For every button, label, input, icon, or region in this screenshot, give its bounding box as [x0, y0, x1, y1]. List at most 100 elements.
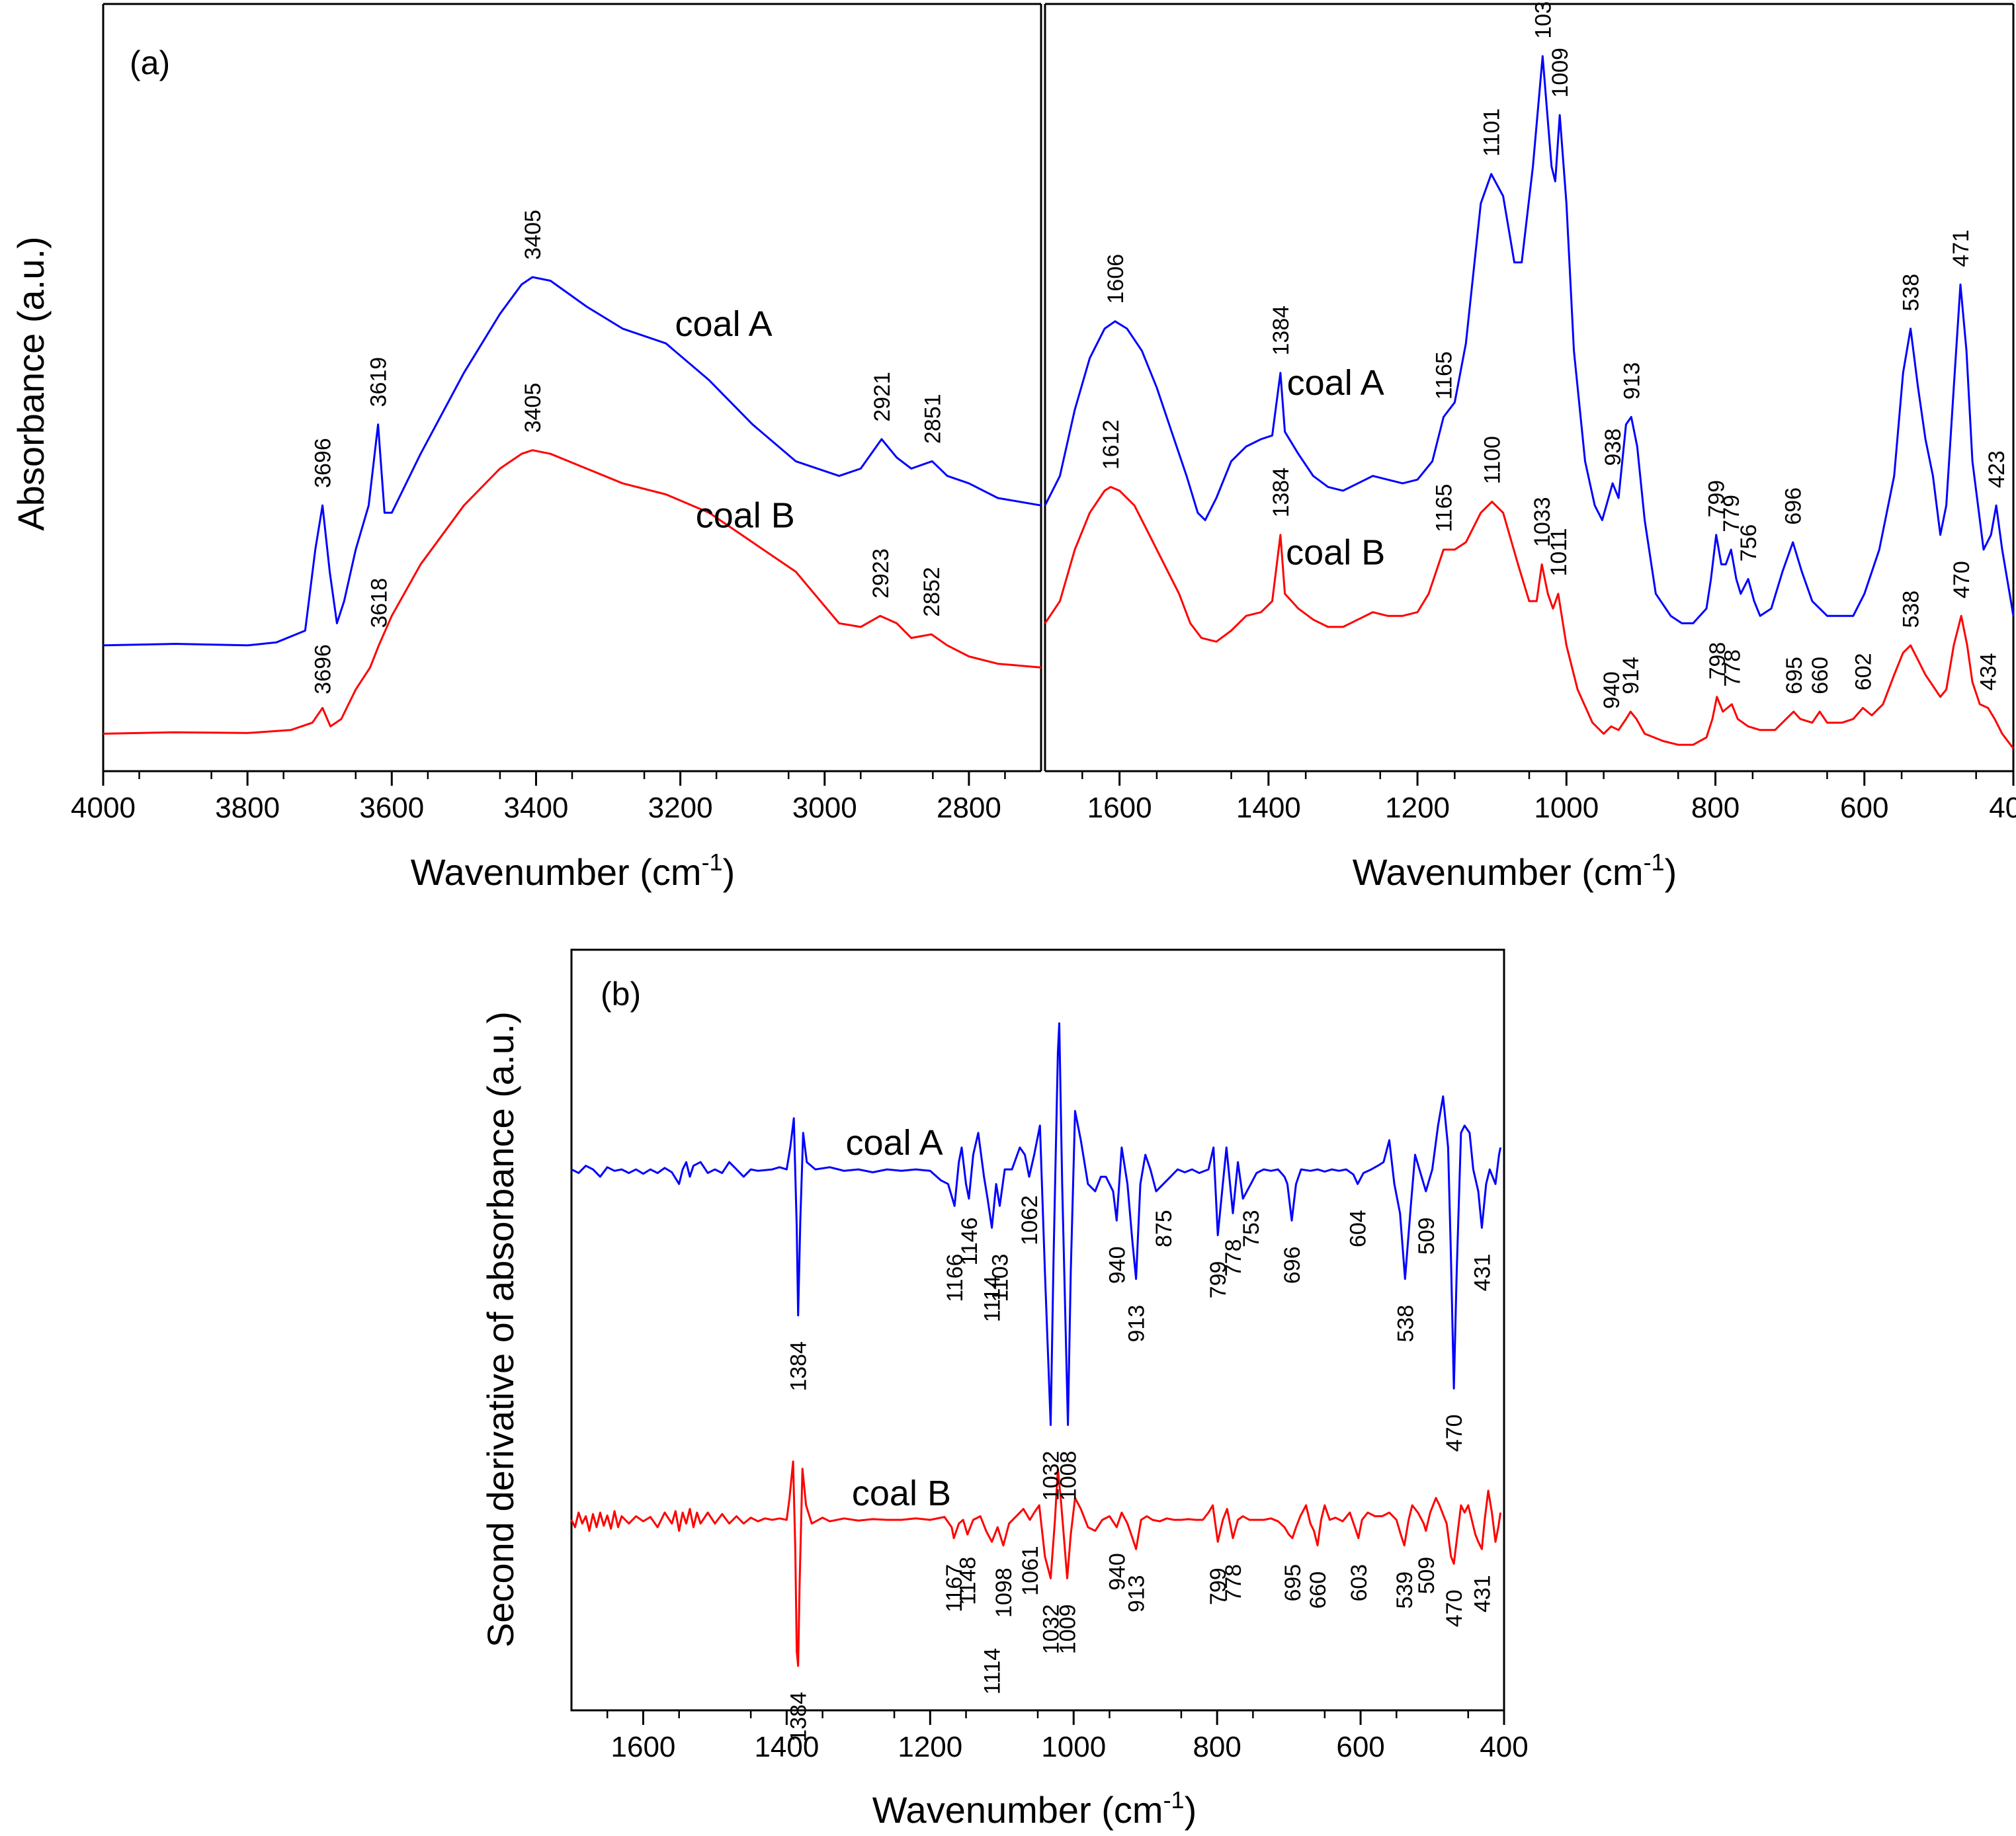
peak-label: 799 [1206, 1261, 1231, 1299]
x-axis-label-text: Wavenumber (cm [872, 1789, 1163, 1831]
peak-label: 1165 [1432, 351, 1457, 399]
x-axis-label-superscript: -1 [702, 849, 723, 876]
peak-label: 3618 [367, 578, 392, 628]
peak-label: 509 [1414, 1217, 1439, 1255]
panel-a-y-axis-label: Absorbance (a.u.) [10, 236, 52, 530]
curve-label: coal B [1286, 532, 1385, 572]
peak-label: 798 [1705, 642, 1730, 680]
peak-label: 940 [1599, 671, 1624, 709]
x-axis-label-text: Wavenumber (cm [1353, 851, 1644, 893]
x-tick-label: 3200 [648, 792, 713, 824]
peak-label: 913 [1124, 1575, 1150, 1612]
peak-label: 3405 [521, 383, 546, 433]
x-tick-label: 3000 [792, 792, 857, 824]
peak-label: 1009 [1056, 1605, 1081, 1655]
peak-label: 431 [1470, 1575, 1495, 1612]
peak-label: 604 [1346, 1210, 1371, 1247]
peak-label: 1098 [991, 1567, 1017, 1618]
peak-label: 2851 [920, 394, 945, 444]
peak-label: 538 [1393, 1305, 1418, 1343]
peak-label: 434 [1976, 653, 2001, 690]
series-line-coal-b [103, 449, 1042, 735]
peak-label: 940 [1105, 1247, 1130, 1284]
peak-label: 3619 [366, 357, 392, 407]
peak-label: 695 [1782, 657, 1807, 694]
panel-b-plot: 1600 1400 1200 1000 800 600 400 coal A coal B 138… [570, 948, 1529, 1763]
peak-label: 1032 [1039, 1605, 1064, 1655]
peak-label: 1008 [1056, 1451, 1081, 1501]
panel-a-right-plot: 1600 1400 1200 1000 800 600 400 coal A coal B 160… [1044, 0, 2016, 824]
x-axis-label-text: Wavenumber (cm [411, 851, 702, 893]
x-tick-label: 1200 [898, 1731, 962, 1763]
panel-a-label: (a) [130, 44, 170, 81]
peak-label: 695 [1281, 1564, 1306, 1602]
x-axis-label-close: ) [1665, 851, 1677, 893]
peak-label: 538 [1899, 591, 1924, 628]
x-axis-label-close: ) [1185, 1789, 1197, 1831]
panel-b-x-axis-label: Wavenumber (cm-1) [872, 1786, 1197, 1831]
series-line-coal-a [103, 276, 1042, 647]
peak-label: 1062 [1017, 1195, 1042, 1245]
curve-label: coal A [1287, 363, 1384, 403]
x-tick-label: 600 [1840, 792, 1888, 824]
curve-label: coal B [696, 496, 795, 536]
peak-label: 1061 [1018, 1546, 1043, 1596]
peak-label: 875 [1152, 1210, 1177, 1247]
peak-label: 538 [1899, 274, 1924, 312]
x-tick-label: 400 [1480, 1731, 1528, 1763]
x-tick-label: 4000 [71, 792, 136, 824]
x-tick-label: 800 [1691, 792, 1740, 824]
x-tick-label: 3800 [215, 792, 280, 824]
peak-label: 913 [1619, 362, 1644, 400]
x-tick-label: 1000 [1041, 1731, 1106, 1763]
panel-a-left-x-axis-label: Wavenumber (cm-1) [411, 849, 735, 893]
peak-label: 3405 [521, 210, 546, 260]
peak-label: 913 [1124, 1305, 1150, 1343]
x-tick-label: 1200 [1385, 792, 1450, 824]
peak-label: 431 [1470, 1254, 1495, 1292]
panel-b-y-axis-label: Second derivative of absorbance (a.u.) [480, 1011, 521, 1648]
peak-label: 2923 [868, 548, 894, 599]
peak-label: 1114 [980, 1276, 1005, 1323]
peak-label: 1148 [956, 1557, 981, 1605]
peak-label: 660 [1808, 657, 1833, 694]
panel-b-label: (b) [601, 976, 641, 1013]
peak-label: 1032 [1531, 0, 1556, 39]
x-tick-label: 600 [1336, 1731, 1384, 1763]
peak-label: 603 [1347, 1564, 1372, 1602]
peak-label: 1384 [1269, 468, 1294, 518]
peak-label: 940 [1105, 1553, 1130, 1591]
curve-label: coal A [846, 1123, 943, 1163]
peak-label: 914 [1618, 657, 1644, 694]
x-tick-label: 800 [1193, 1731, 1241, 1763]
peak-label: 1384 [1269, 306, 1294, 356]
curve-label: coal B [852, 1474, 951, 1513]
peak-label: 696 [1280, 1247, 1305, 1284]
peak-label: 1165 [1432, 484, 1457, 532]
peak-label: 799 [1206, 1567, 1231, 1605]
peak-label: 470 [1442, 1414, 1467, 1452]
peak-label: 660 [1306, 1571, 1331, 1609]
peak-label: 1384 [786, 1692, 812, 1742]
peak-label: 1384 [786, 1341, 812, 1392]
peak-label: 1166 [943, 1254, 968, 1302]
peak-label: 470 [1949, 561, 1974, 599]
peak-label: 1101 [1480, 108, 1505, 157]
x-tick-label: 1000 [1534, 792, 1599, 824]
peak-label: 3696 [311, 438, 336, 488]
peak-label: 3696 [311, 644, 336, 694]
x-axis-label-superscript: -1 [1644, 849, 1665, 876]
curve-label: coal A [675, 304, 773, 344]
peak-label: 753 [1239, 1210, 1264, 1247]
peak-label: 423 [1984, 450, 2009, 488]
series-line-coal-b [570, 1460, 1502, 1667]
panel-a-right-x-axis-label: Wavenumber (cm-1) [1353, 849, 1677, 893]
series-line-coal-a [1044, 55, 2015, 624]
peak-label: 778 [1221, 1239, 1246, 1277]
peak-label: 471 [1949, 230, 1974, 267]
x-axis-label-superscript: -1 [1163, 1786, 1185, 1814]
series-line-coal-b [1044, 485, 2015, 749]
panel-a-left-plot: 4000 3800 3600 3400 3200 3000 2800 coal A coal B… [71, 3, 1042, 824]
peak-label: 756 [1736, 524, 1761, 562]
peak-label: 2921 [870, 372, 895, 422]
